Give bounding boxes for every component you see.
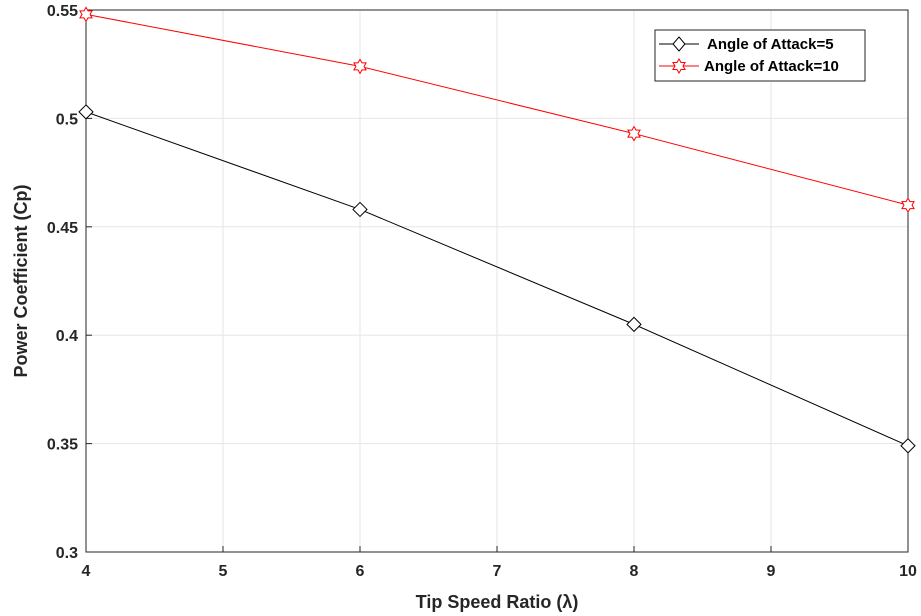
y-tick-label: 0.5: [56, 111, 78, 128]
data-point-diamond: [626, 316, 642, 333]
series-line: [85, 13, 909, 206]
legend-marker-diamond-icon: [672, 36, 686, 52]
x-tick-label: 9: [767, 563, 776, 580]
x-axis-title: Tip Speed Ratio (λ): [416, 592, 579, 612]
y-axis-title: Power Coefficient (Cp): [11, 184, 31, 377]
data-point-star: [627, 125, 641, 142]
series-aoa5: [78, 104, 916, 454]
x-tick-labels: 4 5 6 7 8 9 10: [82, 546, 917, 580]
y-tick-label: 0.4: [56, 328, 78, 345]
series-group: [78, 6, 916, 454]
data-point-diamond: [78, 104, 94, 120]
legend-star-shape: [672, 57, 686, 75]
x-tick-label: 5: [219, 563, 228, 580]
x-tick-label: 8: [630, 563, 639, 580]
x-tick-label: 6: [356, 563, 365, 580]
series-aoa10: [79, 6, 915, 214]
data-point-diamond: [352, 201, 368, 218]
y-tick-label: 0.45: [47, 220, 78, 237]
legend-label-aoa5: Angle of Attack=5: [707, 36, 834, 53]
data-point-diamond: [900, 438, 916, 454]
y-tick-label: 0.35: [47, 437, 78, 454]
series-line: [85, 111, 909, 447]
legend-label-aoa10: Angle of Attack=10: [704, 58, 839, 75]
data-point-star: [901, 197, 915, 214]
y-tick-label: 0.55: [47, 3, 78, 20]
legend-marker-star-icon: [672, 57, 686, 75]
data-point-star: [79, 6, 93, 23]
x-tick-label: 4: [82, 563, 91, 580]
data-point-star: [353, 58, 367, 75]
y-tick-label: 0.3: [56, 545, 78, 562]
x-tick-label: 10: [899, 563, 917, 580]
legend: Angle of Attack=5 Angle of Attack=10: [654, 29, 866, 82]
y-tick-labels: 0.3 0.35 0.4 0.45 0.5 0.55: [47, 3, 92, 562]
legend-box: [654, 29, 866, 82]
x-tick-label: 7: [493, 563, 502, 580]
